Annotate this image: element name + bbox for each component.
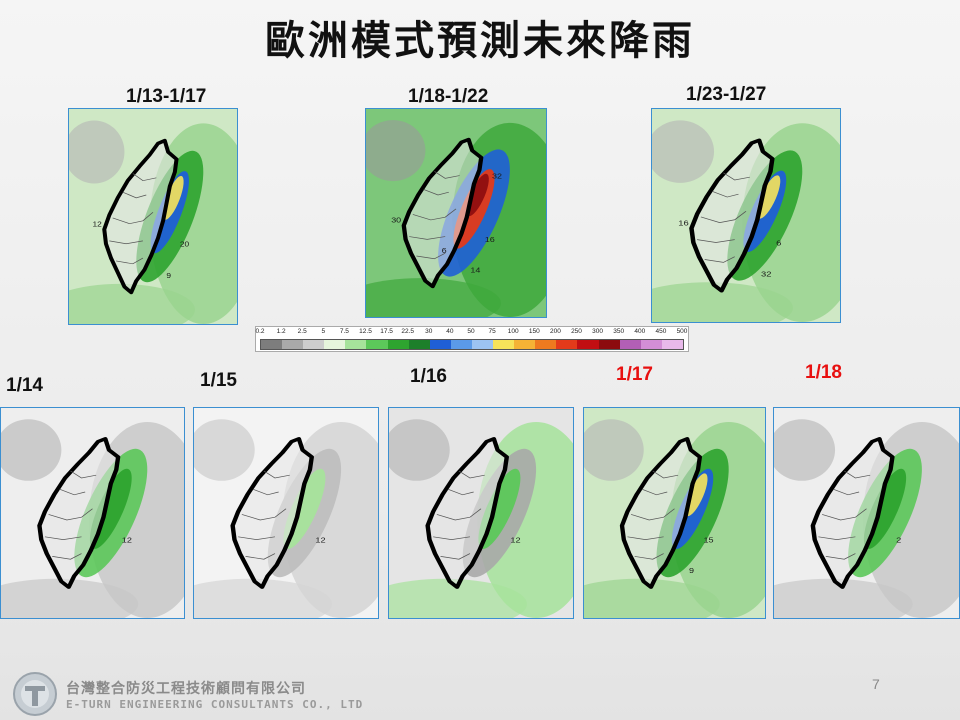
rainfall-map-day-1: 12 [0,407,185,619]
map-point-label: 9 [166,272,171,280]
legend-tick-label: 22.5 [401,328,415,335]
map-point-label: 2 [896,536,902,544]
rainfall-map-week-2: 16 14 30 32 6 [365,108,547,318]
company-logo-icon [13,672,57,716]
legend-swatch [640,340,662,349]
rainfall-map-graphic: 12 [389,408,573,618]
rainfall-map-graphic: 16 14 30 32 6 [366,109,546,317]
map-label-day-3: 1/16 [410,366,447,387]
legend-swatch [556,340,578,349]
legend-tick-label: 1.2 [276,328,286,335]
map-label-day-4: 1/17 [616,364,653,385]
legend-tick-label: 250 [571,328,582,335]
rainfall-map-week-3: 6 32 16 [651,108,841,323]
map-point-label: 20 [180,240,190,248]
map-label-week-3: 1/23-1/27 [686,84,767,105]
legend-color-bar [260,339,684,350]
map-label-day-5: 1/18 [805,362,842,383]
legend-swatch [282,340,304,349]
rainfall-map-week-1: 20 9 12 [68,108,238,325]
legend-tick-label: 100 [507,328,519,335]
legend-tick-label: 30 [425,328,433,335]
legend-swatch [471,340,494,349]
map-point-label: 16 [485,236,496,244]
map-point-label: 6 [442,247,448,255]
rainfall-map-day-3: 12 [388,407,574,619]
legend-swatch [577,340,599,349]
legend-swatch [535,340,557,349]
rainfall-map-graphic: 2 [774,408,959,618]
legend-ticks: 0.2 1.2 2.5 5 7.5 12.5 17.5 22.5 30 40 50 75 100 150 2… [255,328,688,337]
map-point-label: 15 [703,536,714,544]
legend-swatch [661,340,683,349]
company-name-english: E-TURN ENGINEERING CONSULTANTS CO., LTD [66,698,364,711]
slide-title: 歐洲模式預測未來降雨 [265,18,695,64]
legend-swatch [366,340,388,349]
map-point-label: 16 [678,219,689,228]
page-number: 7 [872,676,880,692]
map-point-label: 12 [122,536,133,544]
company-name-chinese: 台灣整合防災工程技術顧問有限公司 [66,681,306,697]
rainfall-map-graphic: 20 9 12 [69,109,237,324]
legend-swatch [619,340,641,349]
legend-swatch [514,340,536,349]
legend-swatch [345,340,367,349]
map-point-label: 30 [391,217,402,225]
legend-tick-label: 300 [592,328,604,335]
legend-swatch [429,340,451,349]
map-label-day-1: 1/14 [6,375,43,396]
map-point-label: 9 [689,567,695,575]
legend-tick-label: 5 [321,328,326,335]
map-label-week-2: 1/18-1/22 [408,86,489,107]
map-point-label: 32 [761,270,772,279]
map-label-day-2: 1/15 [200,370,237,391]
legend-tick-label: 400 [634,328,646,335]
legend-tick-label: 2.5 [297,328,307,335]
rainfall-map-day-5: 2 [773,407,960,619]
legend-tick-label: 75 [488,328,496,335]
rainfall-map-graphic: 6 32 16 [652,109,840,322]
legend-swatch [261,340,283,349]
legend-tick-label: 7.5 [339,328,349,335]
rainfall-map-graphic: 15 9 [584,408,765,618]
legend-tick-label: 500 [676,328,688,335]
rainfall-color-legend: 0.2 1.2 2.5 5 7.5 12.5 17.5 22.5 30 40 50 75 100 150 2… [255,326,689,352]
map-label-week-1: 1/13-1/17 [126,86,207,107]
legend-tick-label: 12.5 [359,328,372,335]
map-point-label: 6 [776,239,782,248]
legend-tick-label: 200 [549,328,561,335]
legend-tick-label: 17.5 [380,328,393,335]
legend-swatch [493,340,515,349]
map-point-label: 12 [510,536,521,544]
legend-tick-label: 150 [528,328,540,335]
map-point-label: 14 [470,267,481,275]
legend-tick-label: 350 [613,328,625,335]
legend-tick-label: 450 [655,328,667,335]
legend-swatch [387,340,409,349]
legend-swatch [324,340,346,349]
legend-tick-label: 40 [446,328,454,335]
map-point-label: 12 [93,220,102,228]
legend-swatch [450,340,472,349]
legend-swatch [408,340,430,349]
legend-swatch [598,340,620,349]
map-point-label: 32 [492,172,503,180]
legend-tick-label: 50 [467,328,475,335]
rainfall-map-day-4: 15 9 [583,407,766,619]
rainfall-map-graphic: 12 [194,408,378,618]
legend-tick-label: 0.2 [255,328,265,335]
rainfall-map-day-2: 12 [193,407,379,619]
map-point-label: 12 [315,536,326,544]
legend-swatch [303,340,325,349]
rainfall-map-graphic: 12 [1,408,184,618]
